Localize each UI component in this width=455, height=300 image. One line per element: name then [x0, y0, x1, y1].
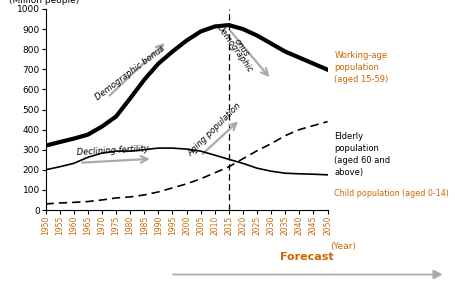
Text: Demographic: Demographic: [215, 23, 254, 74]
Text: onus: onus: [232, 37, 251, 59]
Text: (Year): (Year): [330, 242, 356, 251]
Text: Child population (aged 0-14): Child population (aged 0-14): [334, 189, 449, 198]
Text: (Million people): (Million people): [9, 0, 79, 5]
Text: (aged 60 and: (aged 60 and: [334, 156, 390, 165]
Text: Forecast: Forecast: [280, 253, 334, 262]
Text: Working-age: Working-age: [334, 51, 388, 60]
Text: Elderly: Elderly: [334, 132, 364, 141]
Text: Demographic bonus: Demographic bonus: [93, 44, 167, 102]
Text: (aged 15-59): (aged 15-59): [334, 75, 389, 84]
Text: Declining fertility: Declining fertility: [76, 144, 149, 157]
Text: population: population: [334, 63, 379, 72]
Text: population: population: [334, 144, 379, 153]
Text: above): above): [334, 168, 364, 177]
Text: Aging population: Aging population: [187, 101, 243, 158]
